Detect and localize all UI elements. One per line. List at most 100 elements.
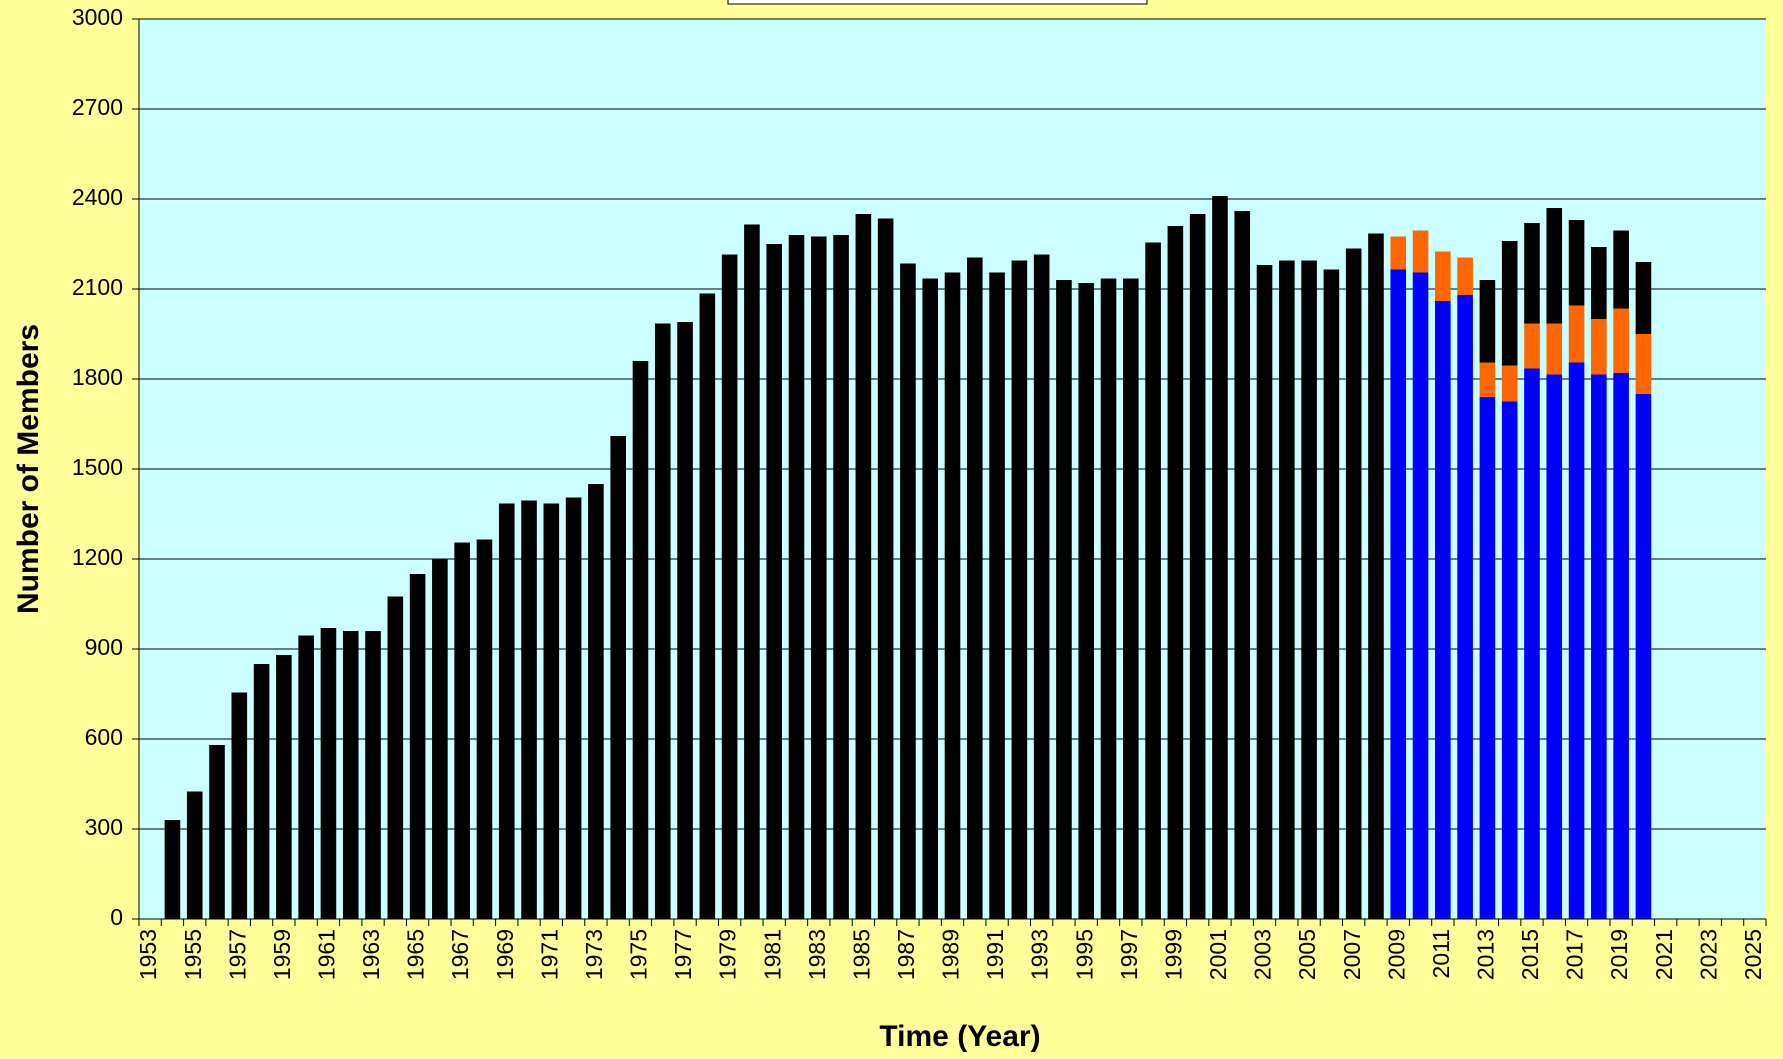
x-tick-label: 1995: [1071, 929, 1097, 980]
bar: [922, 278, 939, 919]
bar: [1613, 308, 1629, 373]
x-tick-label: 1959: [269, 929, 295, 980]
y-tick-label: 2700: [72, 94, 123, 120]
x-tick-label: 1993: [1027, 929, 1053, 980]
bar: [1568, 305, 1585, 363]
bar: [1279, 260, 1295, 919]
bar: [989, 272, 1005, 919]
bar: [432, 559, 448, 919]
x-tick-label: 1957: [224, 929, 250, 980]
x-tick-label: 1963: [358, 929, 384, 980]
bar: [298, 635, 314, 919]
bar: [1390, 269, 1407, 919]
bar: [476, 539, 493, 919]
bar: [721, 254, 738, 919]
x-tick-label: 1967: [447, 929, 473, 980]
bar: [1100, 278, 1117, 919]
bar: [342, 631, 359, 919]
bar: [253, 664, 270, 919]
bar: [1412, 272, 1429, 919]
x-tick-label: 2001: [1205, 929, 1231, 980]
x-tick-label: 1981: [759, 929, 785, 980]
y-tick-label: 900: [85, 634, 123, 660]
bar: [186, 791, 203, 919]
bar: [1078, 283, 1095, 919]
bar: [766, 244, 782, 919]
bar: [1011, 260, 1028, 919]
x-tick-label: 1971: [536, 929, 562, 980]
y-tick-label: 3000: [72, 4, 123, 30]
bar: [1123, 278, 1139, 919]
bar: [1368, 233, 1384, 919]
x-tick-label: 2007: [1339, 929, 1365, 980]
bar: [1524, 368, 1540, 919]
x-tick-label: 1973: [581, 929, 607, 980]
bar: [498, 503, 515, 919]
bar: [1256, 265, 1273, 919]
legend-box: [727, 0, 1148, 5]
x-tick-label: 1953: [135, 929, 161, 980]
bar: [1546, 208, 1563, 324]
y-tick-label: 2400: [72, 184, 123, 210]
bar: [877, 218, 894, 919]
bar: [1546, 374, 1563, 919]
bar: [409, 574, 426, 919]
y-tick-label: 1200: [72, 544, 123, 570]
bar: [1568, 220, 1585, 306]
bar: [1591, 247, 1607, 319]
bar: [1501, 365, 1518, 402]
bar: [1145, 242, 1161, 919]
bar: [365, 631, 381, 919]
bar: [521, 500, 537, 919]
bar: [1501, 241, 1518, 366]
x-tick-label: 2025: [1740, 929, 1766, 980]
bar: [1301, 260, 1317, 919]
x-axis-title: Time (Year): [879, 1020, 1040, 1053]
x-tick-label: 2013: [1472, 929, 1498, 980]
bar: [944, 272, 961, 919]
bar: [1412, 230, 1429, 273]
x-tick-label: 1969: [492, 929, 518, 980]
bar: [632, 361, 649, 919]
bar: [1635, 262, 1652, 334]
bar: [1457, 257, 1473, 295]
x-tick-label: 2009: [1383, 929, 1409, 980]
bar: [1457, 295, 1473, 919]
bar: [588, 484, 604, 919]
x-tick-label: 1983: [804, 929, 830, 980]
y-tick-label: 2100: [72, 274, 123, 300]
bar: [900, 263, 916, 919]
bar: [1435, 251, 1451, 301]
bar: [1635, 334, 1652, 394]
bar: [788, 235, 805, 919]
y-tick-label: 0: [110, 904, 123, 930]
bar: [1479, 280, 1496, 363]
bar: [677, 322, 693, 919]
x-tick-label: 1955: [180, 929, 206, 980]
bar: [1501, 401, 1518, 919]
y-tick-label: 300: [85, 814, 123, 840]
bar: [1435, 301, 1451, 919]
bar: [1479, 362, 1496, 397]
x-tick-label: 2019: [1606, 929, 1632, 980]
bar: [1056, 280, 1072, 919]
y-axis-title: Number of Members: [12, 324, 45, 614]
bar: [1390, 236, 1407, 270]
y-tick-label: 1800: [72, 364, 123, 390]
bar: [164, 820, 181, 919]
bar: [1613, 373, 1629, 919]
x-tick-label: 2003: [1250, 929, 1276, 980]
x-tick-label: 1961: [314, 929, 340, 980]
x-tick-label: 2015: [1517, 929, 1543, 980]
bar: [1033, 254, 1050, 919]
bar: [276, 655, 292, 919]
x-tick-label: 1977: [670, 929, 696, 980]
bar: [1189, 214, 1206, 919]
bar: [744, 224, 760, 919]
bar: [1613, 230, 1629, 309]
bar: [1234, 211, 1251, 919]
bar: [1568, 362, 1585, 919]
bar: [699, 293, 716, 919]
